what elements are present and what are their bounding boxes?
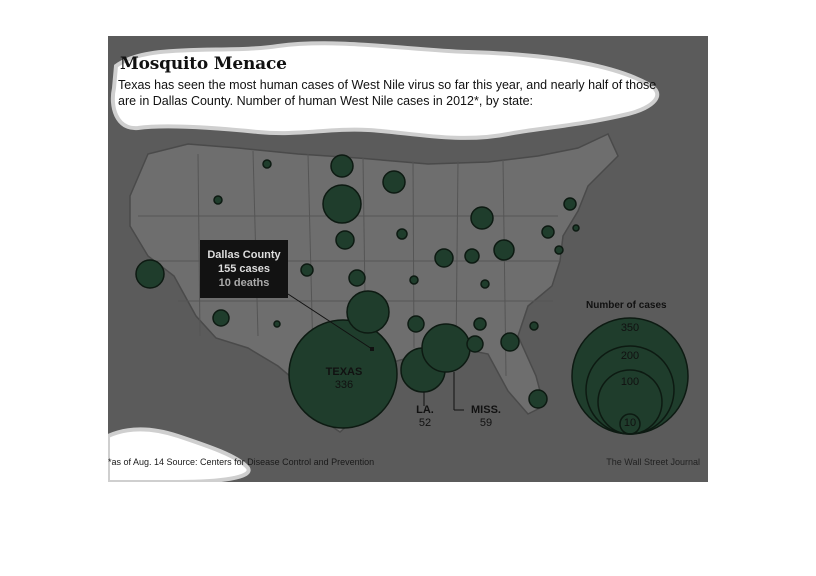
bubble-south-carolina: [529, 321, 539, 331]
dallas-leader-line: [287, 293, 373, 350]
bubble-connecticut: [572, 224, 580, 232]
bubble-kentucky: [480, 279, 490, 289]
label-mississippi: MISS. 59: [464, 404, 508, 430]
bubble-oklahoma: [346, 290, 390, 334]
dallas-marker: [370, 347, 374, 351]
dallas-name: Dallas County: [207, 249, 281, 261]
label-louisiana-name: LA.: [416, 404, 434, 416]
bubble-minnesota: [382, 170, 406, 194]
page-subtitle: Texas has seen the most human cases of W…: [118, 78, 657, 108]
dallas-cases: 155 cases: [218, 263, 270, 275]
bubble-idaho: [213, 195, 223, 205]
bubble-south-dakota: [322, 184, 362, 224]
page-title: Mosquito Menace: [120, 54, 287, 74]
bubble-mississippi: [421, 323, 471, 373]
bubble-arizona: [212, 309, 230, 327]
credit: The Wall Street Journal: [606, 457, 700, 467]
dallas-callout: Dallas County 155 cases 10 deaths: [200, 240, 288, 298]
bubble-pennsylvania: [541, 225, 555, 239]
bubble-new-mexico: [273, 320, 281, 328]
bubble-indiana: [464, 248, 480, 264]
label-mississippi-value: 59: [479, 417, 493, 429]
dallas-deaths: 10 deaths: [218, 277, 270, 289]
bubble-colorado: [300, 263, 314, 277]
source-note: *as of Aug. 14 Source: Centers for Disea…: [108, 457, 375, 467]
bubble-alabama: [466, 335, 484, 353]
bubble-ohio: [493, 239, 515, 261]
bubble-tennessee: [473, 317, 487, 331]
legend-value-100: 100: [620, 376, 640, 388]
bubbles: [135, 154, 689, 435]
label-louisiana: LA. 52: [408, 404, 442, 430]
bubble-michigan: [470, 206, 494, 230]
bubble-virginia: [554, 245, 564, 255]
legend-value-350: 350: [620, 322, 640, 334]
label-mississippi-name: MISS.: [471, 404, 501, 416]
map-frame: Mosquito Menace Texas has seen the most …: [108, 36, 708, 482]
bubble-arkansas: [407, 315, 425, 333]
title-overlay: [108, 41, 660, 482]
label-texas: TEXAS 336: [322, 366, 366, 392]
bubble-missouri: [409, 275, 419, 285]
bubble-georgia: [500, 332, 520, 352]
bubble-montana: [262, 159, 272, 169]
label-texas-name: TEXAS: [325, 366, 363, 378]
bubble-new-york: [563, 197, 577, 211]
legend-value-10: 10: [623, 417, 637, 429]
bubble-florida: [528, 389, 548, 409]
legend-value-200: 200: [620, 350, 640, 362]
legend-title: Number of cases: [586, 300, 667, 311]
legend-circles: [571, 317, 689, 435]
label-texas-value: 336: [334, 379, 354, 391]
label-louisiana-value: 52: [418, 417, 432, 429]
bubble-illinois: [434, 248, 454, 268]
bubble-california: [135, 259, 165, 289]
bubble-kansas: [348, 269, 366, 287]
bubble-nebraska: [335, 230, 355, 250]
bubble-iowa: [396, 228, 408, 240]
bubble-north-dakota: [330, 154, 354, 178]
